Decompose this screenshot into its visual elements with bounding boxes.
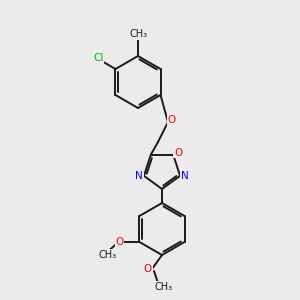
Text: N: N (135, 171, 143, 181)
Text: O: O (116, 237, 124, 247)
Text: CH₃: CH₃ (98, 250, 116, 260)
Text: CH₃: CH₃ (155, 282, 173, 292)
Text: O: O (174, 148, 182, 158)
Text: N: N (181, 171, 189, 181)
Text: O: O (144, 264, 152, 274)
Text: Cl: Cl (93, 53, 104, 63)
Text: CH₃: CH₃ (130, 29, 148, 39)
Text: O: O (168, 115, 176, 125)
